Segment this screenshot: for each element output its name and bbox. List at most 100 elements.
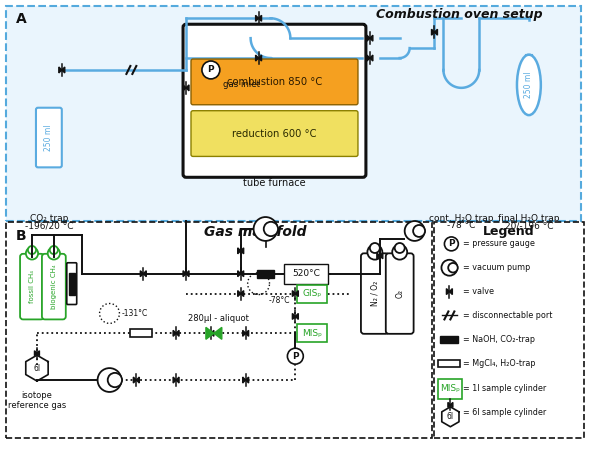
Circle shape bbox=[48, 247, 60, 260]
Text: = vacuum pump: = vacuum pump bbox=[464, 263, 531, 272]
Polygon shape bbox=[246, 377, 249, 383]
Polygon shape bbox=[176, 330, 179, 336]
Polygon shape bbox=[446, 289, 449, 295]
Text: = pressure gauge: = pressure gauge bbox=[464, 239, 535, 248]
Polygon shape bbox=[295, 291, 299, 296]
Circle shape bbox=[264, 222, 278, 236]
Polygon shape bbox=[140, 271, 143, 277]
Text: -78°C: -78°C bbox=[269, 296, 290, 305]
FancyBboxPatch shape bbox=[6, 6, 581, 221]
Circle shape bbox=[370, 243, 380, 253]
Polygon shape bbox=[448, 402, 451, 407]
Polygon shape bbox=[62, 67, 65, 73]
Polygon shape bbox=[370, 55, 373, 61]
Polygon shape bbox=[173, 377, 176, 383]
Text: MISₚ: MISₚ bbox=[302, 329, 322, 338]
FancyBboxPatch shape bbox=[435, 222, 584, 438]
Text: 6l: 6l bbox=[447, 412, 454, 421]
Polygon shape bbox=[295, 313, 299, 319]
Text: P: P bbox=[207, 66, 214, 75]
Text: -196/20 °C: -196/20 °C bbox=[25, 221, 73, 230]
Polygon shape bbox=[133, 377, 136, 383]
Polygon shape bbox=[243, 377, 246, 383]
Text: cont. H₂O trap: cont. H₂O trap bbox=[429, 214, 494, 223]
FancyBboxPatch shape bbox=[42, 254, 66, 319]
Circle shape bbox=[441, 260, 457, 276]
Text: MISₚ: MISₚ bbox=[441, 384, 461, 393]
FancyBboxPatch shape bbox=[297, 285, 327, 303]
Text: tube furnace: tube furnace bbox=[243, 178, 306, 188]
Text: reduction 600 °C: reduction 600 °C bbox=[232, 128, 317, 139]
Polygon shape bbox=[208, 330, 211, 336]
Bar bbox=[130, 330, 152, 337]
Polygon shape bbox=[238, 291, 241, 296]
Polygon shape bbox=[143, 271, 146, 277]
Text: -78 °C: -78 °C bbox=[447, 221, 475, 230]
Circle shape bbox=[287, 348, 303, 364]
Polygon shape bbox=[35, 351, 37, 356]
Polygon shape bbox=[214, 327, 222, 339]
Text: 6l: 6l bbox=[34, 364, 41, 373]
Polygon shape bbox=[37, 351, 39, 356]
Circle shape bbox=[392, 245, 407, 260]
Circle shape bbox=[50, 246, 58, 254]
Ellipse shape bbox=[517, 55, 541, 115]
Circle shape bbox=[445, 237, 458, 251]
Text: A: A bbox=[16, 12, 27, 26]
Polygon shape bbox=[432, 29, 435, 35]
Text: B: B bbox=[16, 229, 27, 243]
Polygon shape bbox=[241, 248, 244, 254]
FancyBboxPatch shape bbox=[191, 111, 358, 156]
Polygon shape bbox=[183, 271, 186, 277]
Polygon shape bbox=[259, 15, 262, 21]
Polygon shape bbox=[186, 85, 189, 91]
Text: Gas manifold: Gas manifold bbox=[204, 225, 307, 239]
Text: CO₂ trap: CO₂ trap bbox=[29, 214, 68, 223]
Polygon shape bbox=[241, 271, 244, 277]
Polygon shape bbox=[377, 253, 380, 259]
FancyBboxPatch shape bbox=[20, 254, 44, 319]
Circle shape bbox=[368, 245, 382, 260]
Polygon shape bbox=[186, 271, 189, 277]
Polygon shape bbox=[246, 330, 249, 336]
Text: fossil CH₄: fossil CH₄ bbox=[29, 270, 35, 303]
FancyBboxPatch shape bbox=[191, 59, 358, 105]
Polygon shape bbox=[59, 67, 62, 73]
Text: P: P bbox=[448, 239, 455, 248]
Polygon shape bbox=[449, 289, 452, 295]
Polygon shape bbox=[380, 253, 383, 259]
Circle shape bbox=[254, 217, 277, 241]
Text: Legend: Legend bbox=[483, 225, 535, 238]
Text: = 6l sample cylinder: = 6l sample cylinder bbox=[464, 408, 547, 417]
Text: 20/-196 °C: 20/-196 °C bbox=[505, 221, 553, 230]
Bar bbox=[69, 273, 75, 295]
Polygon shape bbox=[238, 248, 241, 254]
Polygon shape bbox=[136, 377, 140, 383]
Polygon shape bbox=[435, 29, 438, 35]
Polygon shape bbox=[183, 85, 186, 91]
Bar bbox=[257, 270, 274, 277]
Circle shape bbox=[395, 243, 405, 253]
Text: = 1l sample cylinder: = 1l sample cylinder bbox=[464, 384, 547, 393]
Text: final H₂O trap: final H₂O trap bbox=[498, 214, 560, 223]
Text: combustion 850 °C: combustion 850 °C bbox=[227, 77, 322, 87]
FancyBboxPatch shape bbox=[284, 264, 328, 284]
Polygon shape bbox=[211, 330, 214, 336]
Polygon shape bbox=[173, 330, 176, 336]
Text: biogenic CH₄: biogenic CH₄ bbox=[51, 264, 57, 309]
Polygon shape bbox=[451, 402, 453, 407]
Text: isotope
reference gas: isotope reference gas bbox=[8, 391, 66, 410]
Text: gas inlet: gas inlet bbox=[223, 80, 260, 89]
Circle shape bbox=[28, 246, 36, 254]
Text: Combustion oven setup: Combustion oven setup bbox=[376, 9, 542, 22]
Polygon shape bbox=[243, 330, 246, 336]
Text: N₂ / O₂: N₂ / O₂ bbox=[370, 281, 379, 306]
Circle shape bbox=[413, 225, 425, 237]
FancyBboxPatch shape bbox=[361, 253, 389, 334]
Text: = MgCl₄, H₂O-trap: = MgCl₄, H₂O-trap bbox=[464, 359, 536, 368]
Circle shape bbox=[26, 247, 38, 260]
Text: = valve: = valve bbox=[464, 287, 494, 296]
Polygon shape bbox=[206, 327, 214, 339]
Text: = disconnectable port: = disconnectable port bbox=[464, 311, 552, 320]
Circle shape bbox=[448, 263, 458, 273]
